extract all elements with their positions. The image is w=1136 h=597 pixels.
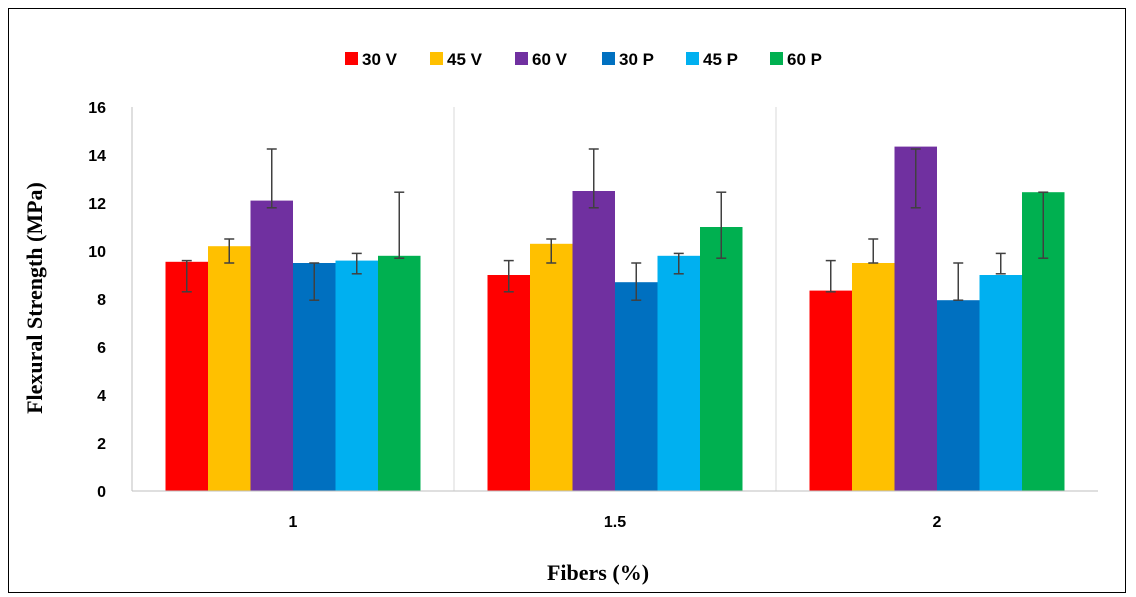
legend-swatch (345, 52, 358, 65)
bar (530, 243, 573, 491)
y-axis-title: Flexural Strength (MPa) (22, 182, 47, 414)
bar (487, 275, 530, 491)
y-tick-labels: 0 2 4 6 8 10 12 14 16 (88, 100, 106, 501)
legend-swatch (770, 52, 783, 65)
y-tick-label: 14 (88, 148, 106, 165)
y-tick-label: 2 (97, 436, 106, 453)
y-tick-label: 10 (88, 244, 106, 261)
x-axis-title: Fibers (%) (547, 560, 649, 585)
bar (657, 255, 700, 491)
x-tick-labels: 1 1.5 2 (289, 514, 942, 531)
bar (250, 200, 293, 491)
y-tick-label: 4 (97, 388, 106, 405)
y-tick-label: 12 (88, 196, 106, 213)
axes (131, 107, 1098, 492)
category-gridlines (453, 107, 777, 491)
x-tick-label: 2 (933, 514, 942, 531)
bar (208, 246, 251, 491)
y-tick-label: 6 (97, 340, 106, 357)
bars (165, 146, 1065, 491)
bar (979, 275, 1022, 491)
legend-label: 60 V (532, 50, 568, 69)
bar (700, 227, 743, 491)
x-tick-label: 1 (289, 514, 298, 531)
bar (165, 261, 208, 491)
bar (293, 263, 336, 491)
bar (809, 290, 852, 491)
y-tick-label: 8 (97, 292, 106, 309)
legend-swatch (602, 52, 615, 65)
legend-label: 45 P (703, 50, 738, 69)
legend-swatch (686, 52, 699, 65)
y-tick-label: 0 (97, 484, 106, 501)
error-bars (181, 148, 1049, 301)
legend-label: 30 P (619, 50, 654, 69)
x-tick-label: 1.5 (604, 514, 626, 531)
bar (937, 300, 980, 491)
bar (572, 191, 615, 491)
legend-label: 30 V (362, 50, 398, 69)
legend-swatch (515, 52, 528, 65)
y-tick-label: 16 (88, 100, 106, 117)
bar (852, 263, 895, 491)
bar (335, 260, 378, 491)
bar (615, 282, 658, 491)
bar (378, 255, 421, 491)
legend-label: 45 V (447, 50, 483, 69)
legend: 30 V 45 V 60 V 30 P 45 P 60 P (345, 50, 822, 69)
legend-label: 60 P (787, 50, 822, 69)
legend-swatch (430, 52, 443, 65)
